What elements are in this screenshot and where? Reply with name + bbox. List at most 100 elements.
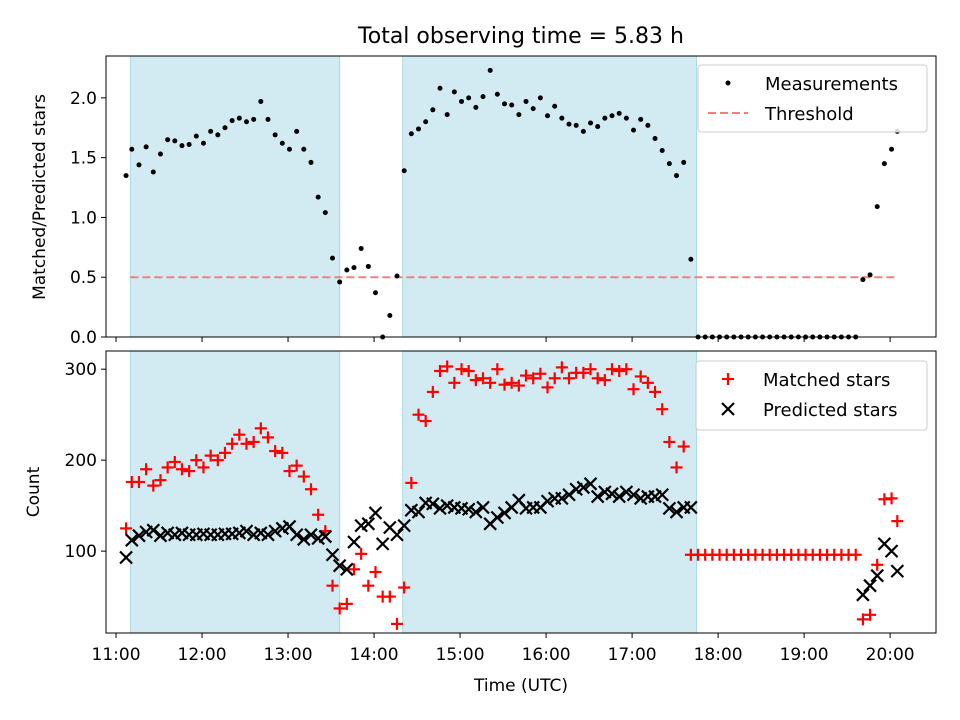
matched-star-point	[412, 408, 425, 421]
threshold-legend-label: Threshold	[764, 104, 854, 125]
matched-star-point	[462, 365, 475, 378]
measurement-point	[172, 138, 178, 144]
measurement-point	[487, 67, 493, 73]
predicted-star-point	[325, 547, 340, 562]
predicted-star-point	[662, 501, 677, 516]
matched-star-point	[140, 463, 153, 476]
measurement-point	[344, 267, 350, 273]
matched-star-point	[434, 365, 447, 378]
matched-star-point	[276, 446, 289, 459]
predicted-star-point	[239, 524, 254, 538]
measurement-point	[401, 168, 407, 174]
predicted-star-point	[261, 527, 275, 542]
x-axis-label: Time (UTC)	[473, 676, 568, 696]
matched-star-point	[290, 459, 303, 472]
predicted-star-point	[890, 564, 905, 578]
matched-star-point	[505, 376, 518, 389]
y-tick-label: 1.0	[70, 208, 97, 228]
matched-star-point	[584, 363, 597, 376]
matched-star-point	[498, 378, 511, 391]
measurement-point	[480, 94, 486, 100]
matched-star-point	[391, 617, 404, 630]
y-tick-label: 0.5	[70, 268, 97, 288]
measurement-point	[157, 151, 163, 157]
matched-star-point	[369, 566, 382, 579]
measurement-point	[616, 110, 622, 116]
measurement-point	[258, 98, 264, 104]
measurement-point	[437, 85, 443, 91]
matched-star-point	[304, 483, 317, 496]
x-tick-label: 19:00	[780, 645, 829, 665]
matched-star-point	[333, 602, 346, 615]
measurement-point	[301, 146, 307, 152]
matched-star-point	[261, 431, 274, 444]
matched-star-point	[233, 428, 246, 441]
measurement-point	[358, 246, 364, 252]
predicted-star-point	[490, 510, 505, 525]
x-tick-label: 18:00	[694, 645, 743, 665]
predicted-star-point	[146, 523, 161, 537]
measurement-point	[251, 116, 257, 122]
measurement-point	[215, 132, 221, 138]
measurements-legend-label: Measurements	[765, 74, 898, 95]
predicted-star-point	[590, 489, 605, 504]
measurement-point	[329, 255, 335, 261]
matched-star-point	[269, 445, 282, 458]
predicted-star-point	[375, 537, 390, 551]
matched-star-point	[218, 446, 231, 459]
matched-star-point	[548, 372, 561, 385]
predicted-star-point	[153, 528, 168, 543]
measurement-point	[459, 98, 465, 104]
measurement-point	[208, 128, 214, 134]
predicted-star-point	[619, 485, 634, 499]
matched-star-point	[455, 363, 468, 376]
measurement-point	[652, 136, 658, 142]
measurement-point	[559, 115, 565, 121]
matched-star-point	[197, 461, 210, 474]
measurement-point	[193, 133, 199, 139]
measurement-point	[881, 161, 887, 167]
predicted-star-point	[340, 562, 354, 577]
matched-star-point	[254, 422, 267, 435]
measurement-point	[129, 146, 135, 152]
matched-star-point	[563, 372, 576, 385]
predicted-star-point	[268, 524, 282, 538]
measurement-point	[322, 210, 328, 216]
matched-star-point	[383, 590, 396, 603]
observing-interval-2	[402, 55, 698, 338]
matched-star-point	[340, 597, 353, 610]
predicted-star-point	[856, 588, 870, 602]
matched-star-point	[656, 403, 669, 416]
count-y-ticks: 100 200 300	[65, 360, 106, 562]
ratio-panel: 0.00.51.01.52.0 Matched/Predicted stars …	[30, 55, 937, 348]
predicted-star-point	[605, 487, 619, 501]
chart-title: Total observing time = 5.83 h	[357, 24, 684, 49]
measurement-point	[774, 334, 780, 340]
measurement-point	[423, 119, 429, 125]
predicted-star-point	[461, 502, 476, 517]
measurements-legend-marker	[725, 80, 731, 86]
measurement-point	[509, 102, 515, 108]
predicted-star-point	[125, 533, 139, 547]
measurement-point	[150, 169, 156, 175]
predicted-star-point	[390, 527, 404, 542]
measurement-point	[416, 126, 422, 132]
x-tick-label: 13:00	[264, 645, 313, 665]
matched-star-point	[491, 363, 504, 376]
matched-legend-marker	[722, 373, 734, 385]
predicted-star-point	[332, 558, 347, 573]
predicted-star-point	[583, 477, 598, 491]
matched-star-point	[613, 365, 626, 378]
measurement-point	[337, 279, 343, 285]
count-legend-box	[695, 360, 928, 431]
matched-star-point	[183, 465, 196, 478]
measurement-point	[186, 141, 192, 147]
measurement-point	[588, 120, 594, 126]
ratio-legend: Measurements Threshold	[697, 64, 928, 133]
measurement-point	[688, 256, 694, 262]
measurement-point	[236, 115, 242, 121]
count-data-marks	[119, 360, 905, 630]
y-tick-label: 1.5	[70, 149, 97, 169]
measurement-point	[387, 312, 393, 318]
predicted-star-point	[669, 505, 684, 519]
